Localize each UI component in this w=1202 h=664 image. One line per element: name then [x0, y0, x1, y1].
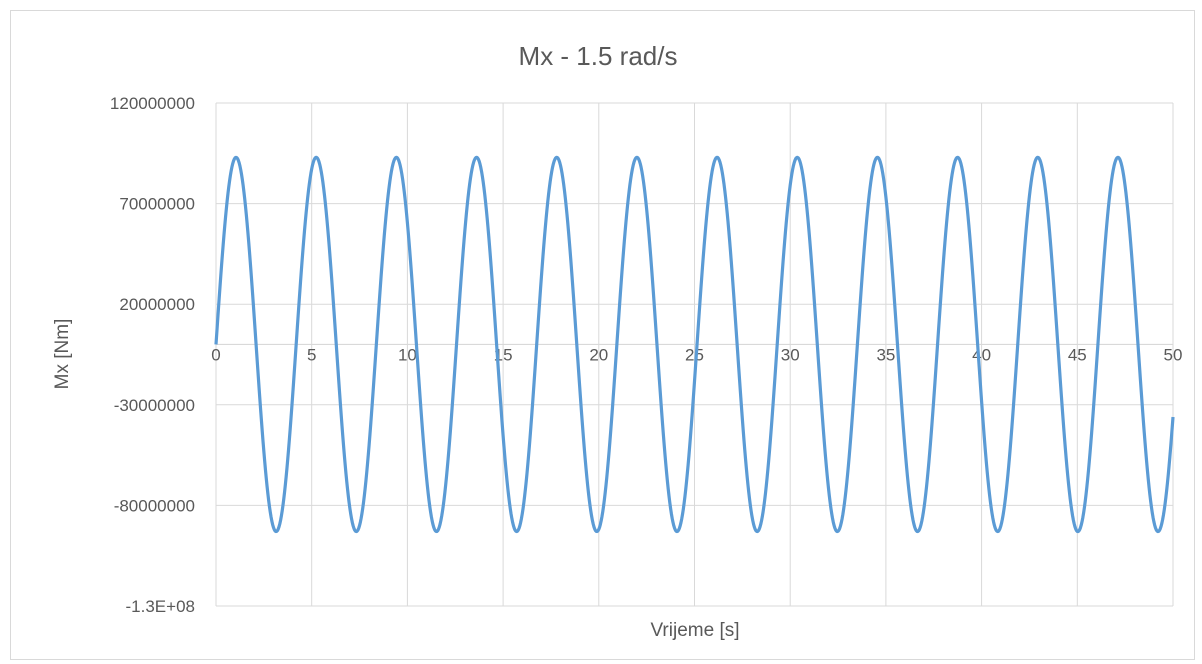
x-tick-label: 5: [307, 345, 316, 364]
y-tick-label: 20000000: [119, 295, 195, 314]
gridlines: [215, 102, 1174, 607]
x-tick-label: 50: [1164, 345, 1183, 364]
x-tick-label: 30: [781, 345, 800, 364]
x-tick-label: 10: [398, 345, 417, 364]
y-tick-label: 120000000: [110, 94, 195, 113]
y-tick-label: -1.3E+08: [126, 597, 195, 616]
x-tick-label: 0: [211, 345, 220, 364]
x-tick-label: 20: [589, 345, 608, 364]
y-tick-label: -30000000: [114, 396, 195, 415]
series-group: [214, 155, 1175, 534]
x-tick-label: 35: [876, 345, 895, 364]
y-tick-label: -80000000: [114, 496, 195, 515]
x-tick-label: 25: [685, 345, 704, 364]
chart-title: Mx - 1.5 rad/s: [519, 41, 678, 71]
y-tick-label: 70000000: [119, 195, 195, 214]
y-axis-tick-labels: 120000000 70000000 20000000 -30000000 -80000…: [110, 94, 195, 616]
series-line: [214, 155, 1175, 534]
x-tick-label: 40: [972, 345, 991, 364]
y-axis-title: Mx [Nm]: [52, 319, 73, 390]
chart-area: [10, 10, 1195, 660]
x-axis-title: Vrijeme [s]: [650, 620, 739, 641]
x-tick-label: 45: [1068, 345, 1087, 364]
